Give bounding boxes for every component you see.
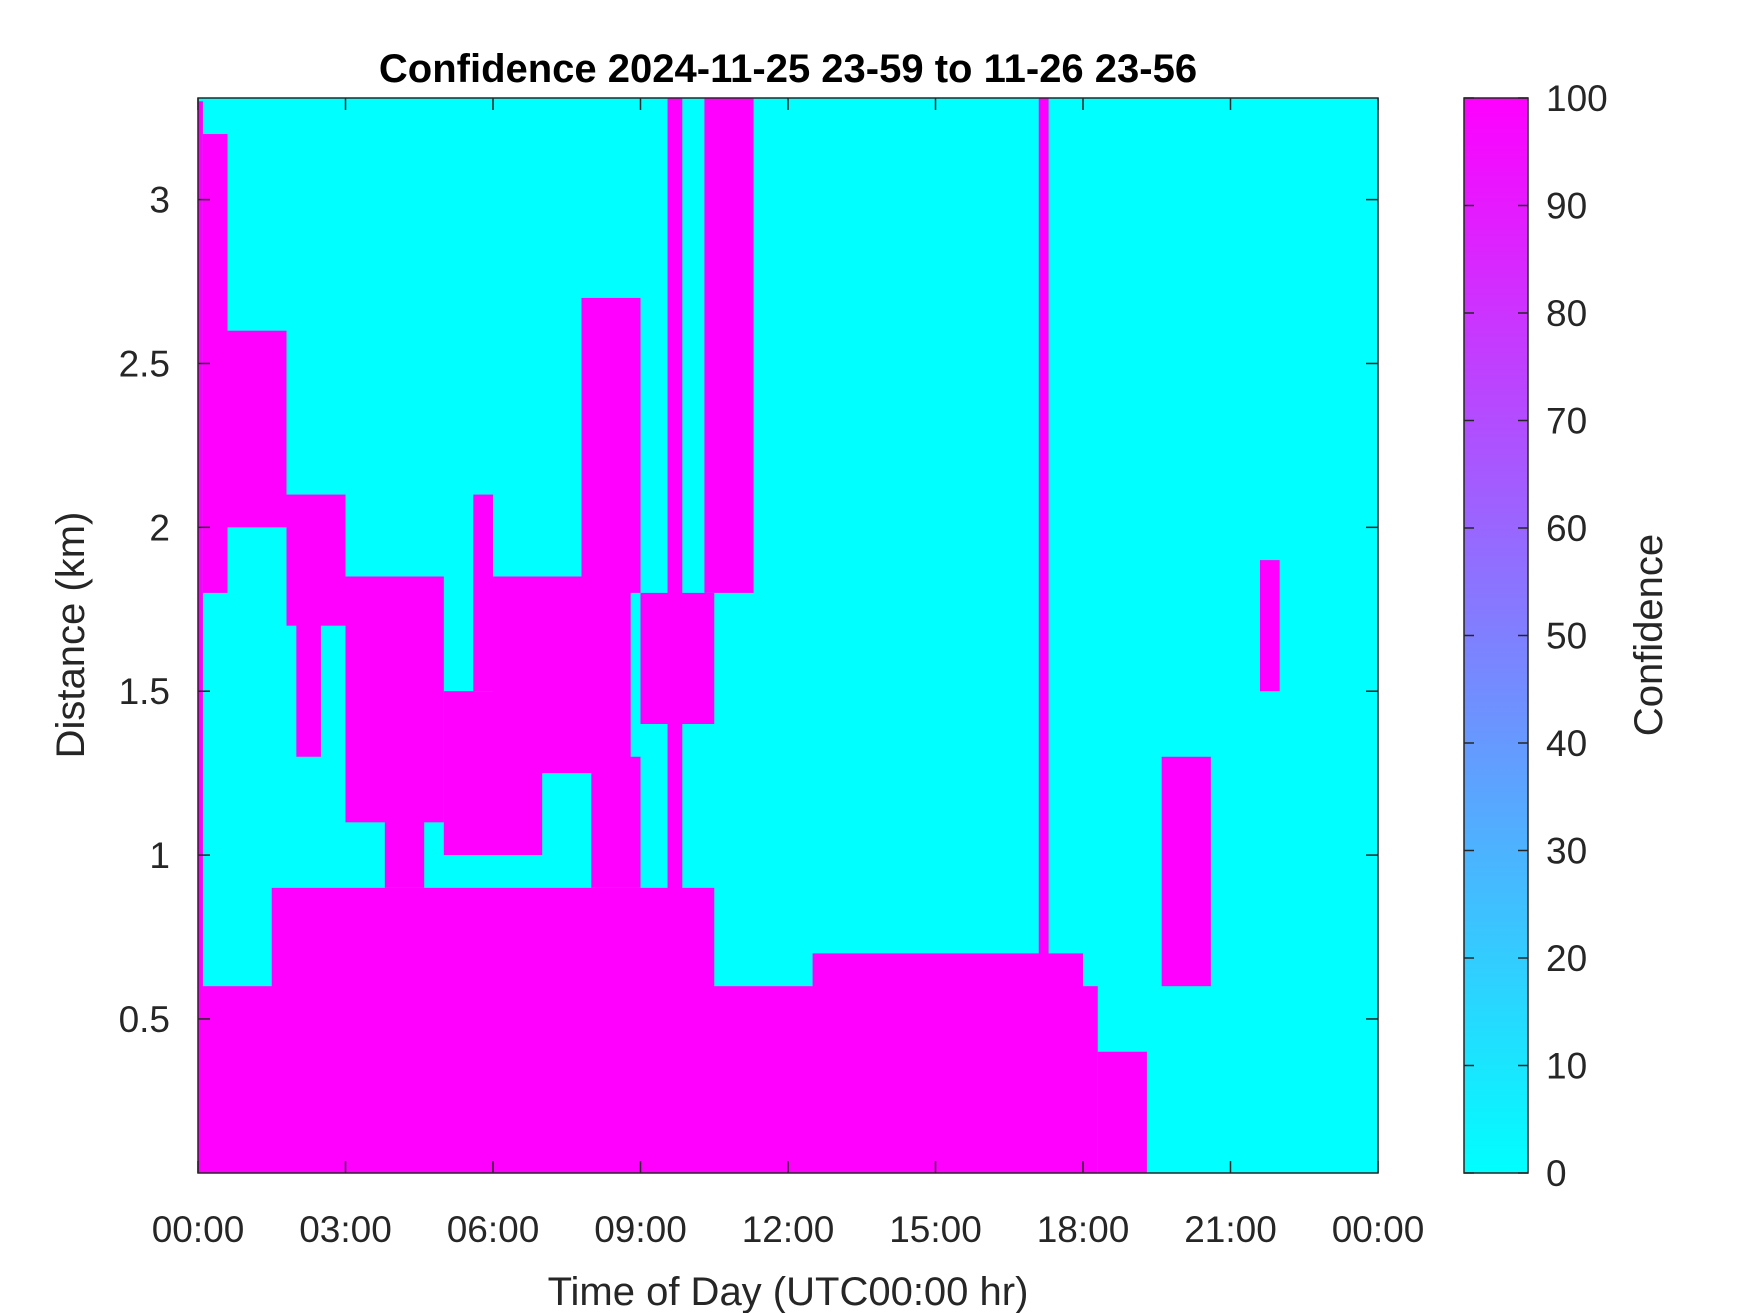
y-axis-label: Distance (km) bbox=[49, 512, 93, 759]
x-axis: 00:00 03:00 06:00 09:00 12:00 15:00 18:00 21:00… bbox=[152, 98, 1425, 1250]
heat-cell bbox=[296, 527, 321, 757]
colorbar-tick-label: 20 bbox=[1546, 938, 1587, 979]
heat-cell bbox=[591, 756, 641, 888]
colorbar-tick-label: 90 bbox=[1546, 186, 1587, 227]
x-tick-label: 00:00 bbox=[1332, 1209, 1425, 1250]
colorbar-tick-label: 30 bbox=[1546, 831, 1587, 872]
heat-cell bbox=[473, 494, 493, 692]
colorbar-tick-label: 0 bbox=[1546, 1153, 1567, 1194]
y-tick-label: 1 bbox=[149, 835, 170, 876]
colorbar-label: Confidence bbox=[1627, 534, 1671, 736]
x-tick-label: 09:00 bbox=[594, 1209, 687, 1250]
colorbar-tick-label: 100 bbox=[1546, 78, 1608, 119]
y-tick-label: 2 bbox=[149, 507, 170, 548]
heat-cell bbox=[198, 101, 203, 1173]
colorbar-ticks: 0 10 20 30 40 50 60 70 80 90 100 bbox=[1464, 78, 1608, 1194]
colorbar-tick-label: 40 bbox=[1546, 723, 1587, 764]
heat-cell bbox=[704, 98, 754, 593]
colorbar-tick-label: 50 bbox=[1546, 616, 1587, 657]
plot-area bbox=[197, 97, 1379, 1174]
heat-cell bbox=[493, 576, 631, 774]
heat-cell bbox=[714, 98, 722, 266]
y-tick-label: 3 bbox=[149, 180, 170, 221]
x-axis-label: Time of Day (UTC00:00 hr) bbox=[548, 1270, 1029, 1313]
heat-cell bbox=[581, 297, 641, 593]
chart-title: Confidence 2024-11-25 23-59 to 11-26 23-… bbox=[379, 47, 1197, 91]
x-tick-label: 12:00 bbox=[742, 1209, 835, 1250]
colorbar-tick-label: 10 bbox=[1546, 1046, 1587, 1087]
y-tick-label: 2.5 bbox=[119, 343, 170, 384]
y-tick-label: 0.5 bbox=[119, 999, 170, 1040]
heat-cell bbox=[1097, 1051, 1147, 1173]
x-tick-label: 21:00 bbox=[1184, 1209, 1277, 1250]
colorbar-tick-label: 70 bbox=[1546, 401, 1587, 442]
heat-cells bbox=[198, 98, 1280, 1173]
y-axis: 0.5 1 1.5 2 2.5 3 bbox=[119, 180, 1378, 1040]
heat-cell bbox=[227, 330, 287, 528]
x-tick-label: 00:00 bbox=[152, 1209, 245, 1250]
y-tick-label: 1.5 bbox=[119, 671, 170, 712]
x-tick-label: 15:00 bbox=[889, 1209, 982, 1250]
x-tick-label: 06:00 bbox=[447, 1209, 540, 1250]
heat-cell bbox=[271, 887, 715, 1052]
heat-cell bbox=[812, 953, 1083, 1085]
heat-cell bbox=[1038, 98, 1049, 1173]
colorbar-tick-label: 80 bbox=[1546, 293, 1587, 334]
heat-cell bbox=[1161, 756, 1211, 987]
x-tick-label: 03:00 bbox=[299, 1209, 392, 1250]
colorbar: 0 10 20 30 40 50 60 70 80 90 100 Confidence bbox=[1463, 78, 1671, 1194]
colorbar-tick-label: 60 bbox=[1546, 508, 1587, 549]
heat-cell bbox=[384, 691, 425, 888]
x-tick-label: 18:00 bbox=[1037, 1209, 1130, 1250]
heat-cell bbox=[1260, 560, 1280, 692]
